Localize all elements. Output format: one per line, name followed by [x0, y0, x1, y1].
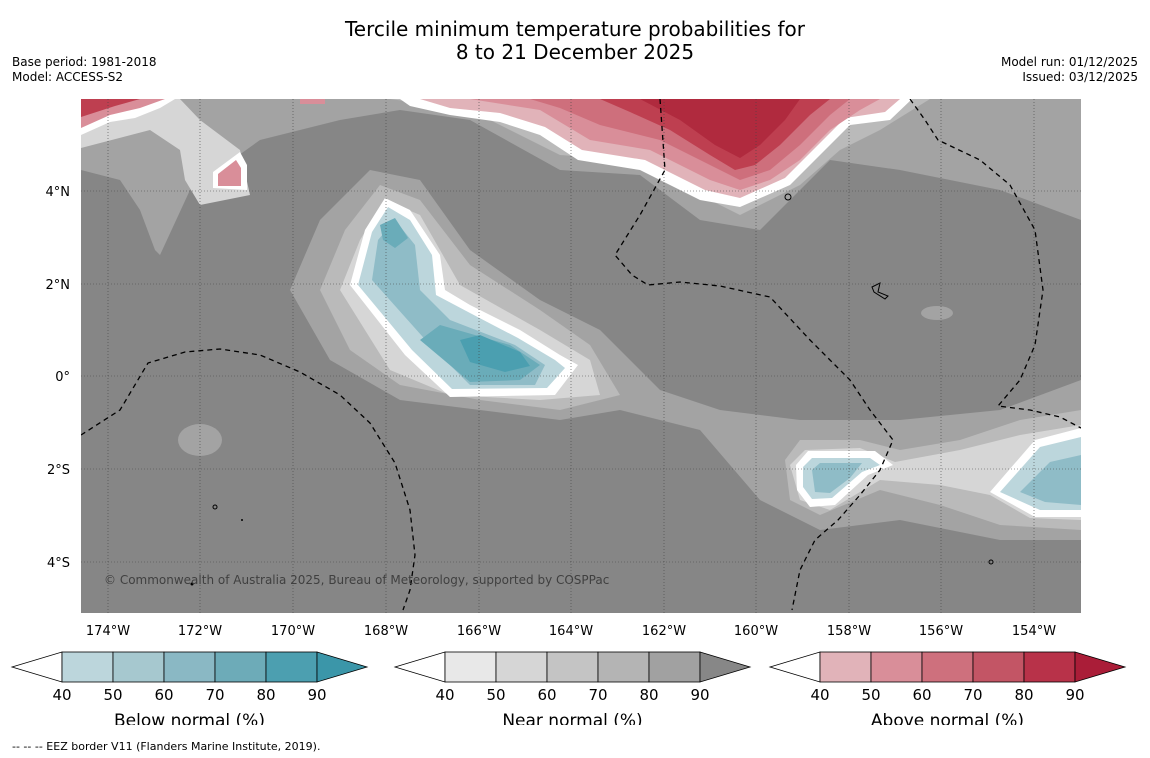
- below-normal-central-80: [460, 335, 530, 372]
- legend-swatch: [819, 651, 872, 683]
- legend-swatch: [265, 651, 318, 683]
- legend-swatch: [921, 651, 974, 683]
- lon-label: 154°W: [1012, 624, 1056, 639]
- eez-border-center: [614, 99, 894, 611]
- below-normal-central-north: [380, 218, 408, 248]
- legend-tick: 70: [205, 686, 224, 704]
- map-chart: © Commonwealth of Australia 2025, Bureau…: [46, 99, 1081, 639]
- legend-swatch: [1023, 651, 1076, 683]
- legend-swatch: [597, 651, 650, 683]
- legend-swatch: [214, 651, 267, 683]
- legend-tick: 50: [486, 686, 505, 704]
- legend-above-normal: 40 50 60 70 80 90 Above normal (%): [768, 651, 1127, 725]
- map-area: © Commonwealth of Australia 2025, Bureau…: [81, 99, 1081, 613]
- legend-low-arrow: [768, 651, 821, 683]
- legend-swatch: [444, 651, 497, 683]
- legend-near-normal: 40 50 60 70 80 90 Near normal (%): [393, 651, 752, 725]
- legend-tick: 40: [52, 686, 71, 704]
- legend-tick: 60: [912, 686, 931, 704]
- meta-left: Base period: 1981-2018 Model: ACCESS-S2: [12, 55, 157, 85]
- legend-label: Above normal (%): [871, 711, 1024, 725]
- island-outline: [871, 282, 889, 300]
- legend-label: Near normal (%): [502, 711, 642, 725]
- lon-label: 158°W: [827, 624, 871, 639]
- legend-swatch: [112, 651, 165, 683]
- lon-label: 156°W: [919, 624, 963, 639]
- lon-label: 172°W: [178, 624, 222, 639]
- legend-swatch: [495, 651, 548, 683]
- legend-tick: 70: [963, 686, 982, 704]
- eez-footer-note: -- -- -- EEZ border V11 (Flanders Marine…: [12, 740, 321, 753]
- legend-swatch: [546, 651, 599, 683]
- above-normal-north-80: [640, 99, 800, 158]
- legend-tick: 40: [810, 686, 829, 704]
- island-small-1: [784, 193, 792, 201]
- longitude-labels: 174°W 172°W 170°W 168°W 166°W 164°W 162°W 160°W…: [86, 624, 1056, 639]
- legend-below-normal: 40 50 60 70 80 90 Below normal (%): [10, 651, 369, 725]
- legend-swatch: [163, 651, 216, 683]
- legend-label: Below normal (%): [114, 711, 265, 725]
- chart-title: Tercile minimum temperature probabilitie…: [0, 18, 1150, 64]
- latitude-labels: 4°N 2°N 0° 2°S 4°S: [46, 185, 71, 571]
- lon-label: 174°W: [86, 624, 130, 639]
- title-line-2: 8 to 21 December 2025: [455, 40, 695, 64]
- island-small-5: [241, 519, 243, 521]
- legend-tick: 90: [1065, 686, 1084, 704]
- lon-label: 160°W: [734, 624, 778, 639]
- above-normal-northwest-80: [81, 99, 140, 117]
- above-normal-small-patch: [218, 160, 241, 186]
- eez-border-west: [81, 348, 416, 611]
- near-normal-blob-east: [921, 306, 953, 320]
- legend-tick: 80: [256, 686, 275, 704]
- legend-low-arrow: [393, 651, 446, 683]
- issued-date: Issued: 03/12/2025: [1022, 70, 1138, 84]
- legend-tick: 50: [861, 686, 880, 704]
- below-normal-southeast-right-60: [1020, 455, 1081, 505]
- below-normal-southeast-left-60: [812, 463, 862, 493]
- lon-label: 168°W: [364, 624, 408, 639]
- legend-tick: 90: [690, 686, 709, 704]
- island-small-2: [212, 504, 218, 510]
- legend-tick: 60: [537, 686, 556, 704]
- above-normal-sliver: [300, 99, 325, 104]
- model-name: Model: ACCESS-S2: [12, 70, 124, 84]
- legend-swatch: [648, 651, 701, 683]
- meta-right: Model run: 01/12/2025 Issued: 03/12/2025: [1001, 55, 1138, 85]
- lat-label: 2°S: [47, 463, 70, 478]
- copyright-text: © Commonwealth of Australia 2025, Bureau…: [104, 573, 609, 587]
- legend-tick: 50: [103, 686, 122, 704]
- model-run: Model run: 01/12/2025: [1000, 55, 1138, 69]
- base-period: Base period: 1981-2018: [12, 55, 157, 69]
- lat-label: 2°N: [46, 278, 71, 293]
- legend-tick: 80: [639, 686, 658, 704]
- lat-label: 0°: [55, 370, 70, 385]
- legend-low-arrow: [10, 651, 63, 683]
- legend-high-arrow: [316, 651, 369, 683]
- lat-label: 4°S: [47, 556, 70, 571]
- island-small-3: [190, 582, 194, 586]
- near-normal-blob-west: [178, 424, 222, 456]
- legend-high-arrow: [1074, 651, 1127, 683]
- eez-border-east: [909, 99, 1081, 429]
- lon-label: 170°W: [271, 624, 315, 639]
- legend-swatch: [972, 651, 1025, 683]
- eez-borders: [81, 99, 1081, 611]
- legend-high-arrow: [699, 651, 752, 683]
- legend-swatch: [61, 651, 114, 683]
- lon-label: 164°W: [549, 624, 593, 639]
- near-normal-band-north-light: [81, 99, 250, 205]
- legends: 40 50 60 70 80 90 Below normal (%) 40 50 60 70 80 9…: [10, 651, 1127, 725]
- lat-label: 4°N: [46, 185, 71, 200]
- legend-swatch: [870, 651, 923, 683]
- legend-tick: 80: [1014, 686, 1033, 704]
- title-line-1: Tercile minimum temperature probabilitie…: [344, 17, 806, 41]
- legend-tick: 40: [435, 686, 454, 704]
- legend-tick: 70: [588, 686, 607, 704]
- lon-label: 166°W: [457, 624, 501, 639]
- lon-label: 162°W: [642, 624, 686, 639]
- legend-tick: 60: [154, 686, 173, 704]
- legend-tick: 90: [307, 686, 326, 704]
